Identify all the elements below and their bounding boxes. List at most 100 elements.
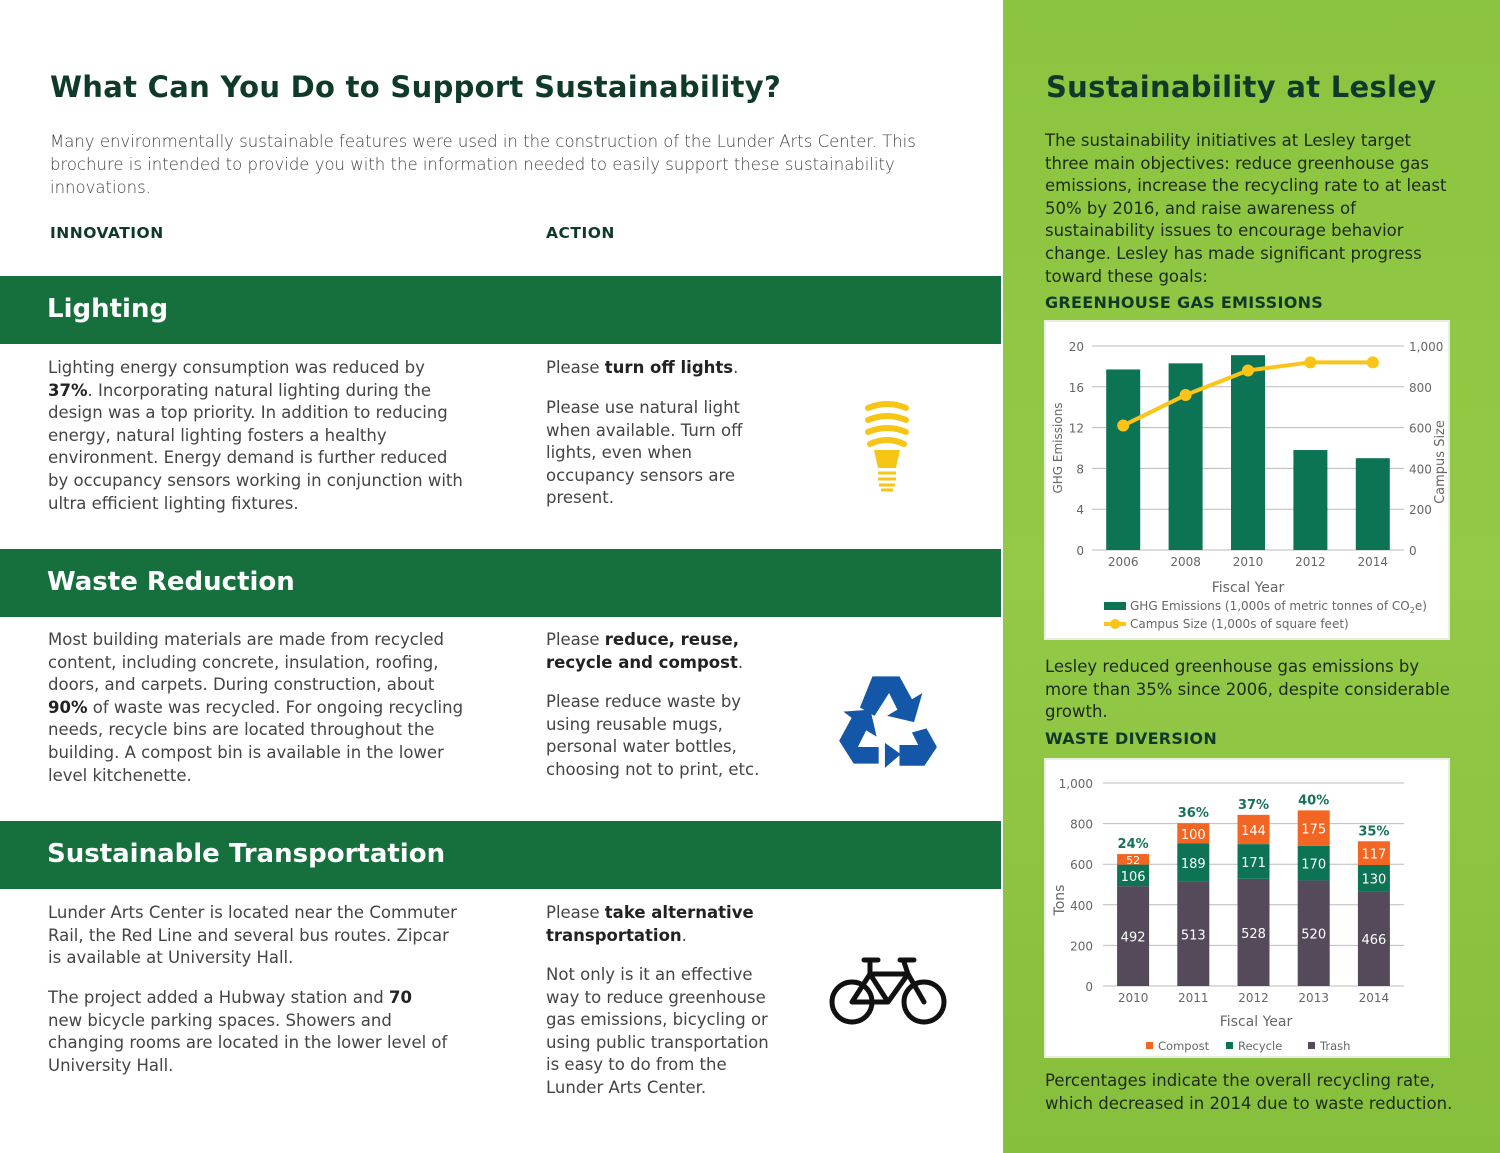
section-band-lighting: Lighting	[0, 276, 1001, 344]
lighting-action-text: Please use natural light when available.…	[546, 398, 743, 508]
compost-value-label: 52	[1126, 854, 1140, 867]
y2-tick-label: 600	[1409, 422, 1432, 436]
lighting-action-lead: Please turn off lights.	[546, 358, 739, 377]
right-intro: The sustainability initiatives at Lesley…	[1045, 131, 1447, 286]
waste-action-lead: Please reduce, reuse, recycle and compos…	[546, 630, 744, 672]
y-axis-label: GHG Emissions	[1051, 402, 1065, 493]
campus-size-point	[1117, 419, 1130, 432]
y2-tick-label: 400	[1409, 462, 1432, 476]
trash-value-label: 528	[1241, 927, 1266, 942]
y-tick-label: 800	[1070, 818, 1093, 832]
left-panel: What Can You Do to Support Sustainabilit…	[0, 70, 1001, 1097]
y-tick-label: 600	[1070, 858, 1093, 872]
campus-size-point	[1242, 364, 1254, 377]
trash-value-label: 466	[1361, 933, 1386, 948]
trash-value-label: 520	[1301, 928, 1326, 943]
y-axis-label: Tons	[1052, 885, 1068, 917]
y-tick-label: 200	[1070, 939, 1093, 953]
ghg-bar	[1106, 369, 1141, 550]
ghg-bar	[1355, 458, 1390, 550]
ghg-heading: GREENHOUSE GAS EMISSIONS	[1045, 293, 1324, 312]
compost-segment	[1297, 810, 1330, 846]
x-tick-label: 2014	[1359, 991, 1390, 1005]
transport-innovation-text: Lunder Arts Center is located near the C…	[48, 903, 457, 968]
x-tick-label: 2012	[1295, 555, 1326, 569]
compost-segment	[1117, 854, 1150, 865]
innovation-header: INNOVATION	[50, 224, 164, 242]
ghg-bar	[1293, 450, 1328, 550]
legend-ghg-swatch	[1104, 602, 1126, 610]
trash-segment	[1237, 878, 1270, 986]
campus-size-point	[1304, 356, 1317, 369]
recycle-segment	[1117, 864, 1150, 887]
y2-tick-label: 200	[1409, 503, 1432, 517]
y2-axis-label: Campus Size	[1433, 420, 1448, 504]
recycling-rate-label: 36%	[1178, 806, 1209, 821]
x-tick-label: 2013	[1298, 991, 1329, 1005]
waste-action-text: Please reduce waste by using reusable mu…	[546, 692, 760, 779]
ghg-caption: Lesley reduced greenhouse gas emissions …	[1045, 657, 1450, 722]
y-tick-label: 12	[1069, 422, 1084, 436]
legend-compost-swatch	[1146, 1042, 1153, 1049]
x-tick-label: 2010	[1233, 555, 1264, 569]
lighting-innovation-text: Lighting energy consumption was reduced …	[48, 358, 463, 513]
legend-campus-marker	[1110, 619, 1120, 629]
recycling-rate-label: 24%	[1118, 837, 1149, 852]
ghg-chart: 0 0 4 200 8 400 12 600 16 800 20 1,000 2006 2008 2010 2…	[1044, 320, 1450, 640]
legend-recycle-swatch	[1226, 1042, 1233, 1049]
y2-tick-label: 0	[1409, 544, 1417, 558]
y-tick-label: 1,000	[1059, 777, 1093, 791]
trash-segment	[1357, 891, 1390, 986]
compost-value-label: 117	[1361, 848, 1386, 863]
legend-ghg-label: GHG Emissions (1,000s of metric tonnes o…	[1130, 599, 1427, 615]
y-tick-label: 16	[1069, 381, 1084, 395]
trash-value-label: 513	[1181, 928, 1206, 943]
trash-segment	[1177, 881, 1210, 986]
section-title: Sustainable Transportation	[47, 839, 446, 869]
trash-segment	[1117, 886, 1150, 986]
recycling-rate-label: 40%	[1298, 793, 1329, 808]
compost-value-label: 144	[1241, 824, 1266, 839]
x-tick-label: 2008	[1170, 555, 1201, 569]
recycle-value-label: 130	[1361, 873, 1386, 888]
legend-trash-swatch	[1308, 1042, 1315, 1049]
recycle-value-label: 170	[1301, 858, 1326, 873]
x-axis-label: Fiscal Year	[1220, 1014, 1293, 1030]
x-tick-label: 2006	[1108, 555, 1139, 569]
transport-innovation-text-2: The project added a Hubway station and 7…	[48, 988, 448, 1075]
x-tick-label: 2014	[1358, 555, 1389, 569]
compost-value-label: 100	[1181, 828, 1206, 843]
section-title: Lighting	[47, 294, 169, 324]
section-title: Waste Reduction	[47, 567, 295, 597]
recycle-value-label: 106	[1121, 870, 1146, 885]
y2-tick-label: 800	[1409, 381, 1432, 395]
y-tick-label: 0	[1076, 544, 1084, 558]
compost-value-label: 175	[1301, 823, 1326, 838]
transport-action-lead: Please take alternative transportation.	[546, 903, 754, 945]
page-title: What Can You Do to Support Sustainabilit…	[50, 70, 782, 104]
recycle-segment	[1237, 844, 1270, 879]
legend-campus-label: Campus Size (1,000s of square feet)	[1130, 617, 1349, 631]
legend-recycle-label: Recycle	[1238, 1039, 1282, 1053]
y-tick-label: 20	[1069, 340, 1084, 354]
recycle-segment	[1297, 845, 1330, 881]
y2-tick-label: 1,000	[1409, 340, 1443, 354]
lightbulb-icon	[865, 401, 909, 492]
y-tick-label: 4	[1076, 503, 1084, 517]
compost-segment	[1177, 823, 1210, 844]
x-tick-label: 2010	[1118, 991, 1149, 1005]
y-tick-label: 0	[1085, 980, 1093, 994]
action-header: ACTION	[546, 224, 615, 242]
waste-caption: Percentages indicate the overall recycli…	[1045, 1071, 1453, 1113]
section-band-transportation: Sustainable Transportation	[0, 821, 1001, 889]
bicycle-icon	[829, 957, 947, 1025]
recycling-rate-label: 37%	[1238, 798, 1269, 813]
legend-compost-label: Compost	[1158, 1039, 1210, 1053]
compost-segment	[1357, 841, 1390, 866]
trash-value-label: 492	[1121, 931, 1146, 946]
compost-segment	[1237, 814, 1270, 845]
campus-size-point	[1366, 356, 1379, 369]
ghg-bar	[1231, 355, 1265, 550]
x-axis-label: Fiscal Year	[1212, 580, 1285, 596]
recycling-rate-label: 35%	[1358, 824, 1389, 839]
